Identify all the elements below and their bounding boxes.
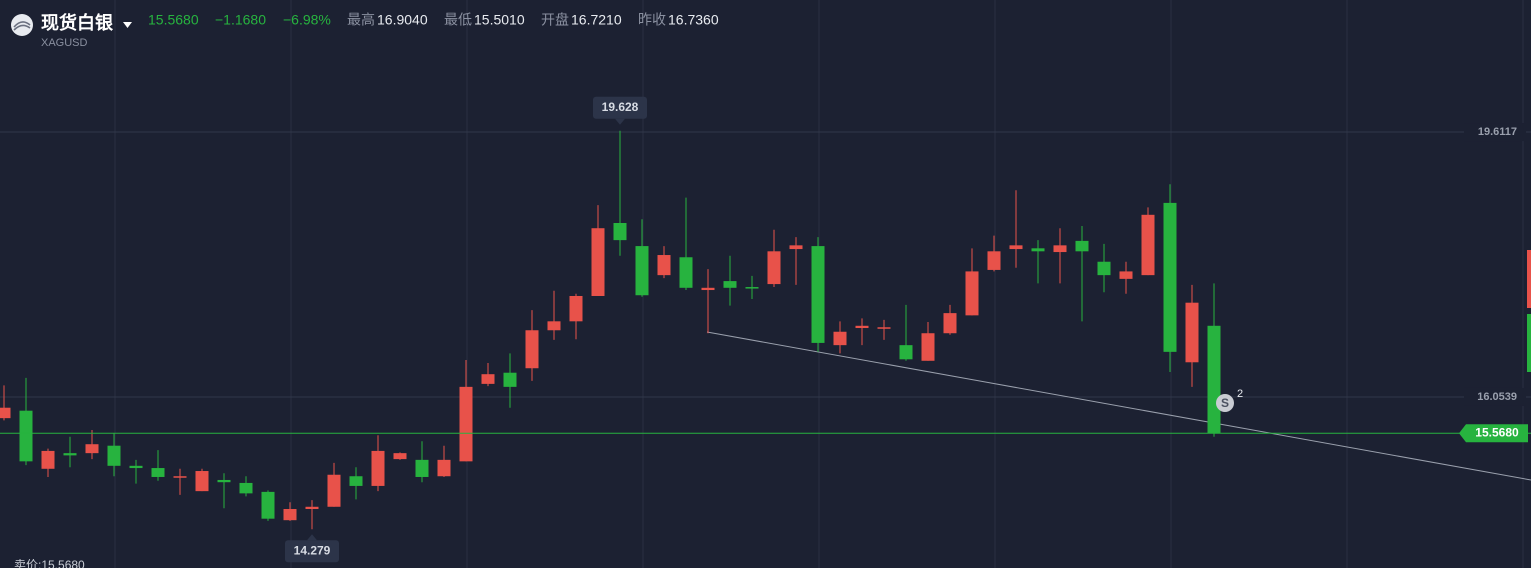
candle-body bbox=[569, 295, 583, 322]
candle-body bbox=[877, 327, 891, 329]
candle-body bbox=[239, 482, 253, 494]
title: 现货白银 bbox=[41, 12, 114, 33]
candle-body bbox=[0, 407, 11, 419]
y-tick-bg bbox=[1464, 123, 1526, 142]
stat-label: 昨收 bbox=[638, 12, 666, 28]
candle-body bbox=[1009, 245, 1023, 250]
candle-body bbox=[701, 287, 715, 291]
high-label: 19.628 bbox=[602, 100, 639, 114]
stat-label: 最高 bbox=[347, 12, 375, 28]
candle-body bbox=[965, 271, 979, 316]
candle-body bbox=[1031, 248, 1045, 252]
price: 15.5680 bbox=[148, 12, 199, 28]
candle-body bbox=[745, 287, 759, 289]
candle-body bbox=[195, 471, 209, 492]
price-tag-label: 15.5680 bbox=[1475, 425, 1519, 439]
candle-body bbox=[437, 459, 451, 477]
signal-count: 2 bbox=[1237, 388, 1243, 400]
candle-body bbox=[987, 251, 1001, 270]
low-label-pointer bbox=[307, 534, 317, 541]
low-label-bg bbox=[285, 540, 339, 563]
candle-body bbox=[305, 506, 319, 510]
candle-body bbox=[261, 491, 275, 519]
candle-body bbox=[151, 468, 165, 477]
candle-body bbox=[525, 330, 539, 369]
candle-body bbox=[921, 333, 935, 361]
high-label-bg bbox=[593, 96, 647, 119]
candle-body bbox=[393, 453, 407, 460]
candle-body bbox=[85, 444, 99, 454]
candle-body bbox=[349, 476, 363, 486]
candle-body bbox=[327, 474, 341, 507]
candle-body bbox=[283, 509, 297, 521]
candle-body bbox=[789, 245, 803, 250]
candle-body bbox=[613, 222, 627, 241]
candle-body bbox=[1207, 325, 1221, 434]
stat-value: 16.7210 bbox=[571, 12, 622, 28]
y-tick-label: 19.6117 bbox=[1478, 126, 1517, 138]
candle-body bbox=[943, 313, 957, 334]
edge-tab bbox=[1527, 314, 1531, 372]
candle-body bbox=[591, 228, 605, 296]
icon-glyph bbox=[13, 21, 31, 31]
candle-body bbox=[723, 281, 737, 288]
change: −1.1680 bbox=[215, 12, 266, 28]
header: 现货白银 XAGUSD 15.5680 −1.1680 −6.98% 最高 16… bbox=[11, 12, 719, 49]
footer: 卖价:15.5680 bbox=[14, 558, 85, 568]
symbol: XAGUSD bbox=[41, 37, 88, 49]
high-label-pointer bbox=[615, 118, 625, 125]
candle-body bbox=[1053, 245, 1067, 253]
stat-value: 15.5010 bbox=[474, 12, 525, 28]
candle-body bbox=[459, 386, 473, 462]
candle-body bbox=[1185, 302, 1199, 363]
candle-body bbox=[41, 450, 55, 469]
y-tick-bg bbox=[1464, 387, 1526, 406]
candle-body bbox=[767, 251, 781, 285]
candle-body bbox=[811, 246, 825, 343]
stat-label: 开盘 bbox=[541, 12, 569, 28]
candle-body bbox=[679, 257, 693, 288]
candles bbox=[0, 130, 1221, 530]
candle-body bbox=[503, 372, 517, 387]
candle-body bbox=[899, 345, 913, 360]
signal-text: S bbox=[1221, 396, 1229, 410]
candle-body bbox=[657, 255, 671, 276]
candle-body bbox=[107, 445, 121, 466]
candle-body bbox=[371, 450, 385, 486]
candle-body bbox=[481, 374, 495, 384]
stat-label: 最低 bbox=[444, 12, 472, 28]
signal-marker bbox=[1216, 394, 1234, 412]
stat-value: 16.9040 bbox=[377, 12, 428, 28]
candle-body bbox=[129, 465, 143, 469]
stat-value: 16.7360 bbox=[668, 12, 719, 28]
price-tag bbox=[1459, 424, 1528, 443]
dropdown-arrow[interactable] bbox=[123, 22, 132, 28]
candle-body bbox=[1097, 261, 1111, 276]
y-tick-label: 16.0539 bbox=[1477, 391, 1517, 403]
candle-body bbox=[1119, 271, 1133, 279]
candle-body bbox=[415, 459, 429, 477]
candle-body bbox=[1163, 202, 1177, 352]
candle-body bbox=[63, 453, 77, 456]
change-pct: −6.98% bbox=[283, 12, 331, 28]
candle-body bbox=[19, 410, 33, 462]
trend-line bbox=[706, 331, 1531, 481]
low-label: 14.279 bbox=[294, 543, 331, 557]
candle-body bbox=[173, 476, 187, 478]
candle-body bbox=[635, 246, 649, 296]
candle-body bbox=[855, 325, 869, 329]
candle-body bbox=[547, 321, 561, 331]
edge-tab bbox=[1527, 250, 1531, 308]
candle-body bbox=[1141, 214, 1155, 276]
candle-body bbox=[217, 479, 231, 483]
candle-body bbox=[833, 331, 847, 346]
candle-body bbox=[1075, 240, 1089, 252]
